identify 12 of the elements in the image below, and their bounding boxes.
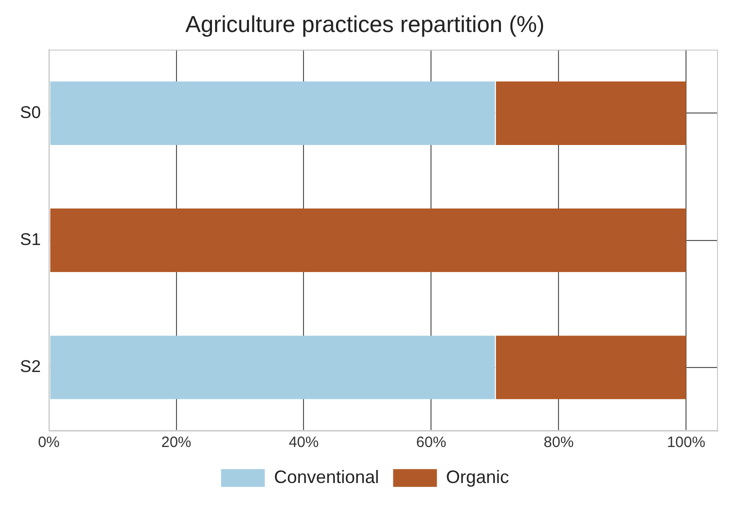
x-tick-label: 80% [544, 434, 574, 452]
x-tick-label: 100% [666, 434, 706, 452]
y-tick-label: S1 [20, 230, 41, 249]
x-tick-label: 60% [416, 434, 446, 452]
y-tick-label: S0 [20, 102, 41, 122]
legend-label: Conventional [274, 466, 380, 487]
legend-label: Organic [446, 466, 510, 487]
x-tick-label: 20% [161, 434, 192, 452]
y-tick-label: S2 [20, 357, 41, 376]
chart-title: Agriculture practices repartition (%) [185, 11, 545, 38]
x-tick-label: 40% [288, 434, 319, 452]
x-tick-label: 0% [38, 434, 60, 452]
